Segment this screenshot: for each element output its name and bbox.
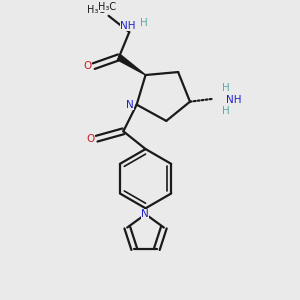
Text: NH: NH	[226, 95, 242, 105]
Polygon shape	[117, 55, 146, 75]
Text: H₃C: H₃C	[98, 2, 116, 13]
Text: H: H	[222, 83, 230, 93]
Text: H: H	[222, 106, 230, 116]
Text: O: O	[83, 61, 91, 70]
Text: N: N	[126, 100, 134, 110]
Text: H: H	[140, 18, 148, 28]
Text: N: N	[141, 208, 149, 219]
Text: H₃C: H₃C	[88, 5, 106, 15]
Text: O: O	[86, 134, 94, 144]
Text: NH: NH	[120, 21, 136, 31]
